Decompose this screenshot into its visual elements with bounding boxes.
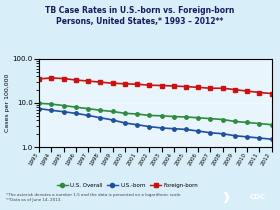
- Text: CDC: CDC: [249, 194, 265, 200]
- Y-axis label: Cases per 100,000: Cases per 100,000: [5, 74, 10, 132]
- Text: ❱: ❱: [222, 192, 232, 203]
- Text: *The asterisk denotes a number 1.5 and the data is presented on a logarithmic sc: *The asterisk denotes a number 1.5 and t…: [6, 193, 181, 202]
- Text: TB Case Rates in U.S.-born vs. Foreign-born
Persons, United States,* 1993 – 2012: TB Case Rates in U.S.-born vs. Foreign-b…: [45, 6, 235, 26]
- Legend: U.S. Overall, U.S.-born, Foreign-born: U.S. Overall, U.S.-born, Foreign-born: [55, 181, 200, 190]
